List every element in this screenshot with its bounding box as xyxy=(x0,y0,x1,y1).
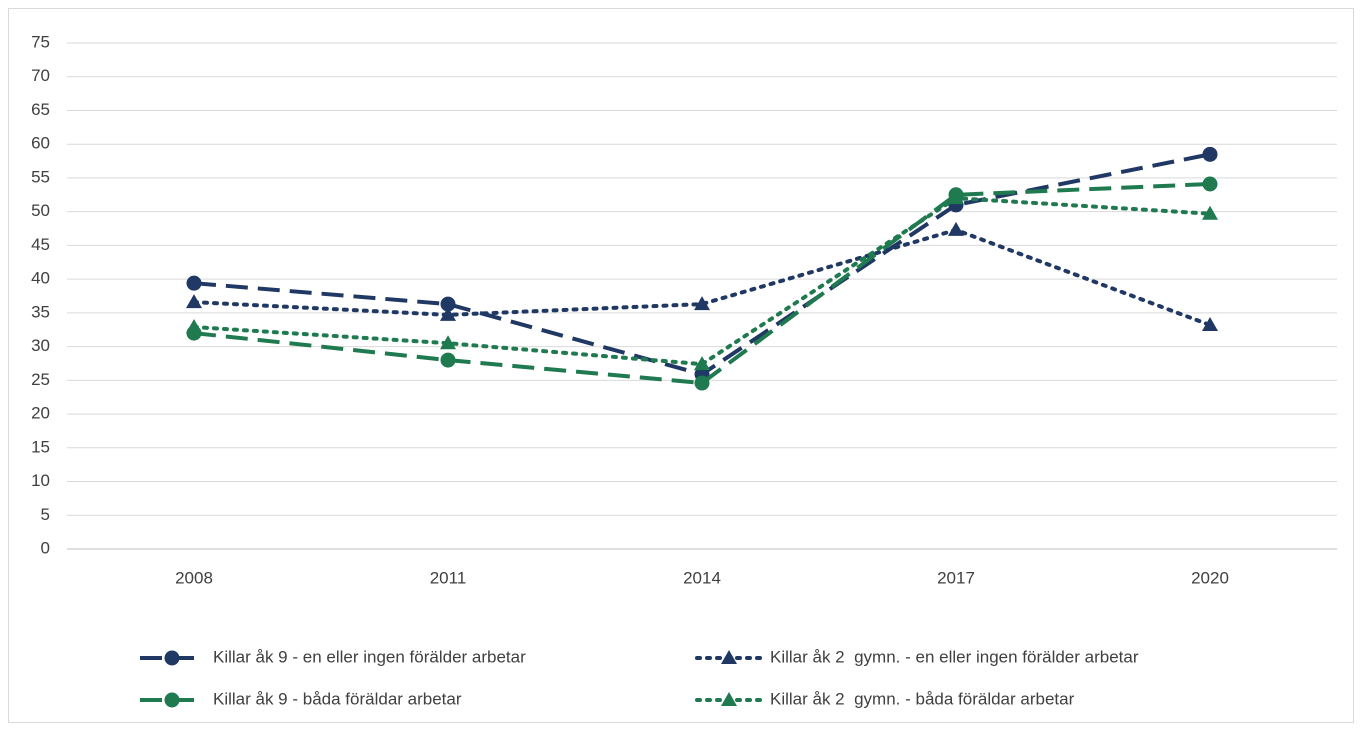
legend-marker xyxy=(721,692,737,706)
data-point xyxy=(440,306,456,321)
chart-border xyxy=(8,8,1354,723)
legend-marker xyxy=(721,650,737,664)
data-point xyxy=(948,190,964,205)
x-tick-label: 2017 xyxy=(937,568,975,587)
data-point xyxy=(186,275,202,291)
y-tick-label: 55 xyxy=(31,167,50,186)
y-tick-label: 60 xyxy=(31,134,50,153)
y-tick-label: 20 xyxy=(31,404,50,423)
data-point xyxy=(440,296,456,312)
legend-marker xyxy=(164,692,180,708)
legend-label: Killar åk 9 - båda föräldar arbetar xyxy=(213,689,462,708)
data-point xyxy=(186,319,202,334)
y-tick-label: 65 xyxy=(31,100,50,119)
x-tick-label: 2008 xyxy=(175,568,213,587)
legend-label: Killar åk 2 gymn. - en eller ingen föräl… xyxy=(770,647,1139,666)
data-point xyxy=(440,335,456,350)
data-point xyxy=(948,221,964,236)
x-tick-label: 2014 xyxy=(683,568,721,587)
y-tick-label: 50 xyxy=(31,201,50,220)
y-tick-label: 5 xyxy=(41,505,50,524)
data-point xyxy=(1202,146,1218,162)
y-tick-label: 10 xyxy=(31,471,50,490)
legend-label: Killar åk 9 - en eller ingen förälder ar… xyxy=(213,647,526,666)
data-point xyxy=(1202,205,1218,220)
legend-label: Killar åk 2 gymn. - båda föräldar arbeta… xyxy=(770,689,1075,708)
data-point xyxy=(1202,317,1218,332)
y-tick-label: 15 xyxy=(31,437,50,456)
y-tick-label: 75 xyxy=(31,32,50,51)
data-point xyxy=(186,294,202,309)
data-point xyxy=(694,356,710,371)
data-point xyxy=(1202,176,1218,192)
x-tick-label: 2011 xyxy=(430,568,467,587)
y-tick-label: 25 xyxy=(31,370,50,389)
y-tick-label: 70 xyxy=(31,66,50,85)
data-point xyxy=(694,296,710,311)
data-point xyxy=(694,375,710,391)
y-tick-label: 45 xyxy=(31,235,50,254)
y-tick-label: 0 xyxy=(41,538,50,557)
y-tick-label: 40 xyxy=(31,269,50,288)
legend-marker xyxy=(164,650,180,666)
series-line xyxy=(193,182,1211,386)
x-tick-label: 2020 xyxy=(1191,568,1229,587)
y-tick-label: 35 xyxy=(31,302,50,321)
y-tick-label: 30 xyxy=(31,336,50,355)
data-point xyxy=(440,352,456,368)
